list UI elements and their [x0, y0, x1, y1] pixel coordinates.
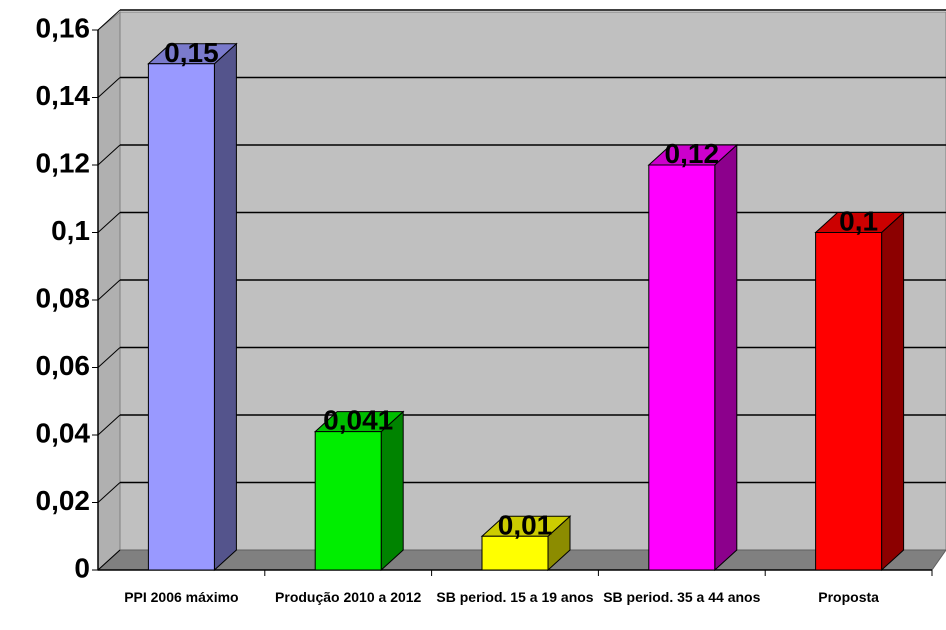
grid-line-side	[97, 482, 121, 503]
value-label: 0,01	[498, 509, 553, 540]
bar-side	[213, 42, 237, 572]
bar-side	[714, 143, 738, 572]
y-tick-label: 0,16	[36, 12, 91, 43]
bar	[648, 164, 716, 571]
x-tick-label: Proposta	[818, 589, 879, 605]
y-tick-label: 0	[74, 552, 90, 583]
grid-line-side	[97, 549, 121, 571]
y-tick-label: 0,02	[36, 485, 91, 516]
x-tick-label: Produção 2010 a 2012	[275, 589, 422, 605]
x-tick-label: PPI 2006 máximo	[124, 589, 239, 605]
value-label: 0,15	[164, 37, 219, 68]
bar-side	[881, 211, 905, 572]
y-tick-label: 0,14	[36, 80, 91, 111]
side-wall	[97, 10, 121, 572]
y-tick-label: 0,04	[36, 417, 91, 448]
bar	[314, 431, 382, 571]
x-tick-label: SB period. 35 a 44 anos	[603, 589, 761, 605]
value-label: 0,041	[323, 405, 393, 436]
grid-line-side	[97, 144, 121, 166]
y-tick-label: 0,08	[36, 282, 91, 313]
grid-line-side	[97, 414, 121, 436]
grid-line-side	[97, 347, 121, 368]
bar	[481, 535, 549, 571]
grid-line-side	[97, 9, 121, 31]
x-tick-label: SB period. 15 a 19 anos	[436, 589, 594, 605]
y-tick-label: 0,06	[36, 350, 91, 381]
grid-line-side	[97, 279, 121, 301]
bar	[147, 63, 215, 571]
value-label: 0,1	[839, 206, 878, 237]
y-tick-label: 0,12	[36, 147, 91, 178]
value-label: 0,12	[665, 138, 720, 169]
bar	[815, 232, 883, 571]
grid-line-side	[97, 77, 121, 98]
y-tick-label: 0,1	[51, 215, 90, 246]
grid-line-side	[97, 212, 121, 233]
